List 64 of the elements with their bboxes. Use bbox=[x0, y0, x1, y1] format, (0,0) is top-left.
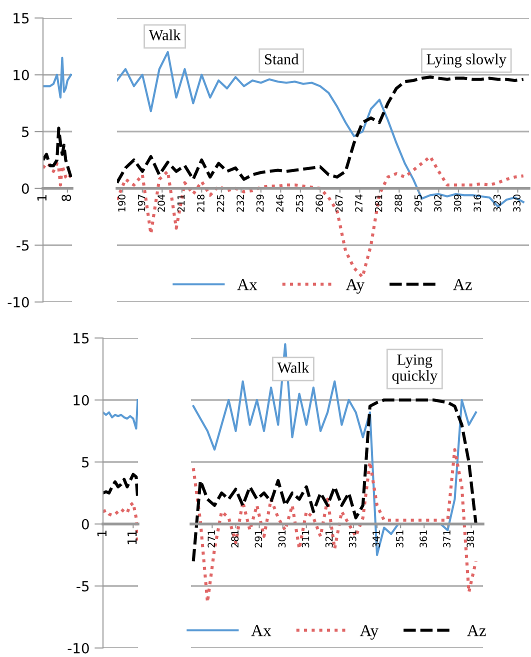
x-tick-label: 371 bbox=[443, 530, 450, 548]
x-tick-label: 281 bbox=[231, 530, 239, 548]
annotation: Walk bbox=[148, 30, 181, 40]
y-tick-label: -5 bbox=[76, 581, 89, 592]
x-tick-label: 211 bbox=[177, 194, 185, 212]
x-tick-label: 311 bbox=[302, 530, 310, 548]
x-tick-label: 274 bbox=[355, 194, 362, 212]
x-tick-label: 330 bbox=[513, 194, 521, 212]
legend-label: Az bbox=[467, 625, 486, 636]
x-tick-label: 295 bbox=[414, 194, 422, 212]
line-series bbox=[43, 126, 72, 179]
x-tick-label: 225 bbox=[216, 194, 224, 212]
annotation: Stand bbox=[265, 54, 299, 64]
x-tick-label: 11 bbox=[128, 530, 137, 544]
x-tick-label: 232 bbox=[236, 194, 244, 212]
x-tick-label: 1 bbox=[37, 195, 46, 201]
line-series bbox=[43, 162, 72, 187]
y-tick-label: 10 bbox=[74, 394, 89, 406]
y-tick-label: 15 bbox=[14, 13, 29, 24]
x-tick-label: 321 bbox=[325, 530, 333, 548]
legend-label: Ay bbox=[360, 625, 378, 640]
y-tick-label: -5 bbox=[16, 240, 29, 251]
x-tick-label: 316 bbox=[474, 194, 482, 212]
y-tick-label: 10 bbox=[14, 70, 29, 80]
legend-label: Ay bbox=[346, 279, 364, 294]
x-tick-label: 302 bbox=[434, 194, 442, 212]
legend-label: Ax bbox=[251, 625, 272, 636]
x-tick-label: 291 bbox=[254, 530, 262, 548]
x-tick-label: 218 bbox=[197, 194, 204, 212]
annotation: Lying quickly bbox=[392, 354, 438, 384]
x-tick-label: 331 bbox=[348, 530, 356, 548]
y-tick-label: 5 bbox=[22, 126, 29, 138]
x-tick-label: 246 bbox=[276, 194, 284, 212]
x-tick-label: 361 bbox=[420, 530, 427, 548]
annotation: Lying slowly bbox=[426, 54, 506, 68]
x-tick-label: 271 bbox=[208, 530, 215, 548]
x-tick-label: 204 bbox=[158, 194, 165, 212]
y-tick-label: -10 bbox=[68, 642, 89, 654]
x-tick-label: 260 bbox=[316, 194, 323, 212]
x-tick-label: 253 bbox=[296, 194, 304, 212]
x-tick-label: 267 bbox=[335, 194, 343, 212]
x-tick-label: 341 bbox=[372, 530, 380, 548]
line-series bbox=[43, 56, 72, 99]
y-tick-label: 0 bbox=[82, 518, 89, 530]
y-tick-label: -10 bbox=[8, 296, 29, 308]
x-tick-label: 281 bbox=[374, 194, 382, 212]
x-tick-label: 239 bbox=[256, 194, 264, 212]
legend-label: Az bbox=[453, 279, 472, 290]
x-tick-label: 351 bbox=[396, 530, 404, 548]
x-tick-label: 323 bbox=[493, 194, 501, 212]
x-tick-label: 381 bbox=[466, 530, 474, 548]
y-tick-label: 5 bbox=[82, 457, 89, 468]
x-tick-label: 301 bbox=[278, 530, 286, 548]
y-tick-label: 15 bbox=[74, 333, 89, 344]
x-tick-label: 309 bbox=[454, 194, 462, 212]
x-tick-label: 8 bbox=[62, 194, 72, 202]
y-tick-label: 0 bbox=[22, 183, 29, 194]
x-tick-label: 288 bbox=[394, 194, 402, 212]
x-tick-label: 1 bbox=[97, 530, 106, 536]
x-tick-label: 190 bbox=[118, 194, 126, 212]
line-series bbox=[103, 398, 138, 430]
annotation: Walk bbox=[277, 362, 310, 373]
legend-label: Ax bbox=[237, 279, 258, 290]
x-tick-label: 197 bbox=[138, 194, 146, 212]
